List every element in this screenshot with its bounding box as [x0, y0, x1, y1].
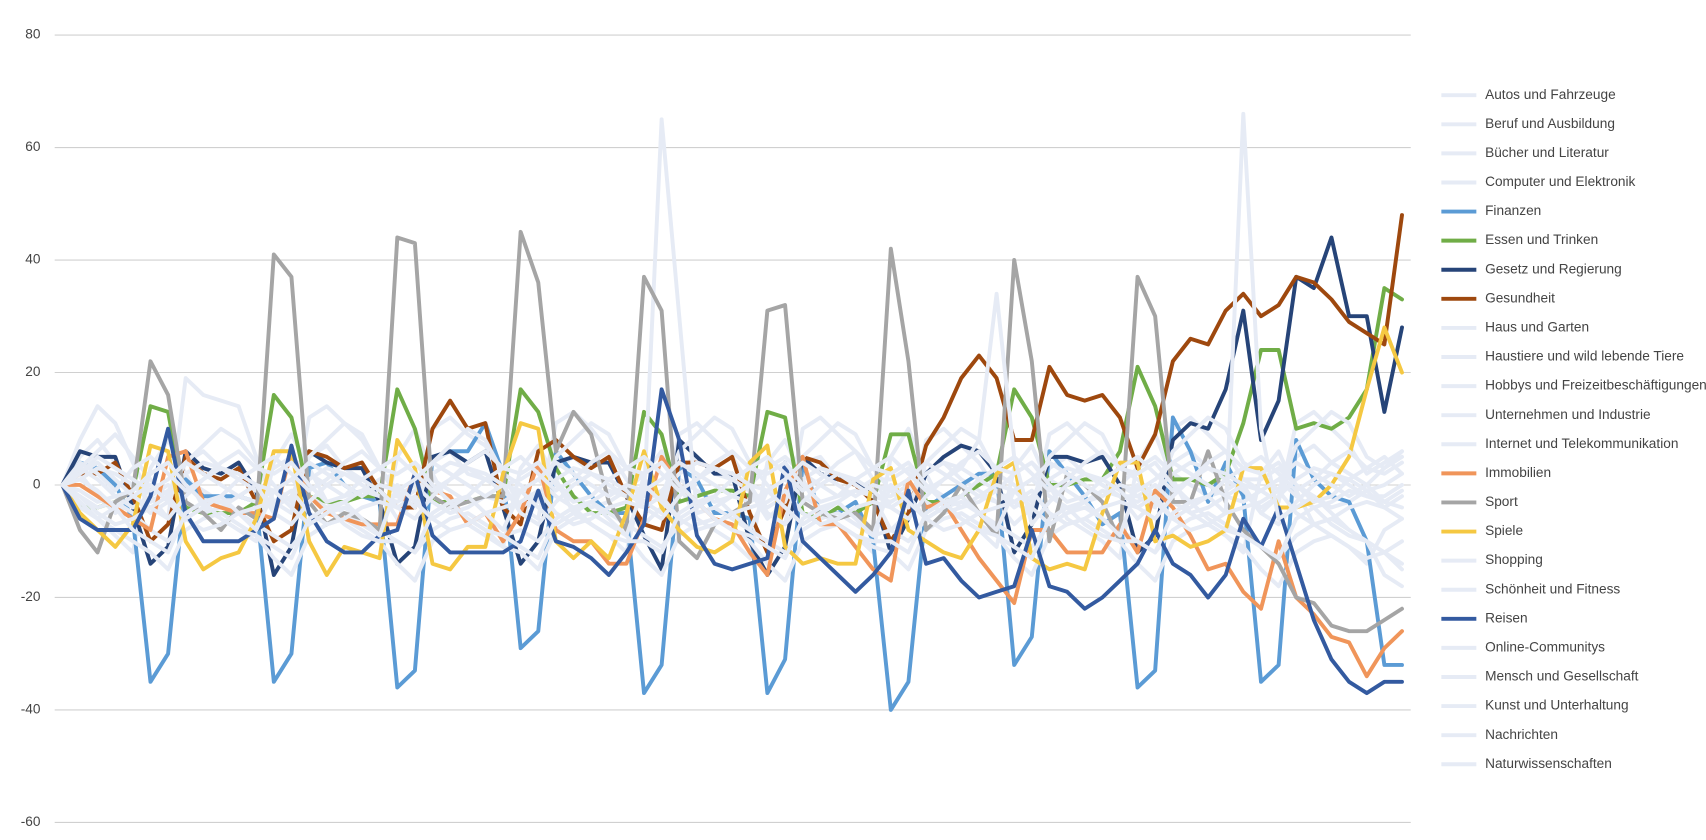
- legend-label: Beruf und Ausbildung: [1485, 116, 1615, 131]
- legend-label: Hobbys und Freizeitbeschäftigungen: [1485, 378, 1706, 393]
- y-tick-label: 60: [25, 139, 41, 154]
- legend-label: Haustiere und wild lebende Tiere: [1485, 349, 1684, 364]
- series-line: [60, 213, 1404, 555]
- series-line: [60, 325, 1404, 577]
- series-line: [60, 454, 1404, 499]
- y-tick-label: 0: [33, 477, 41, 492]
- y-tick-label: -40: [21, 702, 41, 717]
- legend-label: Bücher und Literatur: [1485, 145, 1609, 160]
- legend-label: Reisen: [1485, 610, 1528, 625]
- legend-label: Internet und Telekommunikation: [1485, 436, 1678, 451]
- series-line: [60, 286, 1404, 521]
- legend-label: Mensch und Gesellschaft: [1485, 669, 1639, 684]
- y-tick-label: -60: [21, 814, 41, 829]
- y-tick-label: -20: [21, 589, 41, 604]
- legend-label: Gesundheit: [1485, 290, 1555, 305]
- legend-label: Essen und Trinken: [1485, 232, 1598, 247]
- legend-label: Sport: [1485, 494, 1518, 509]
- series-line: [60, 482, 1404, 566]
- y-tick-label: 80: [25, 27, 41, 42]
- legend-label: Kunst und Unterhaltung: [1485, 698, 1629, 713]
- series-line: [60, 449, 1404, 493]
- legend-label: Schönheit und Fitness: [1485, 581, 1620, 596]
- y-tick-label: 40: [25, 252, 41, 267]
- legend-label: Autos und Fahrzeuge: [1485, 87, 1616, 102]
- legend-label: Immobilien: [1485, 465, 1551, 480]
- legend-label: Naturwissenschaften: [1485, 756, 1612, 771]
- legend-label: Computer und Elektronik: [1485, 174, 1635, 189]
- series-line: [60, 111, 1404, 572]
- legend-label: Haus und Garten: [1485, 320, 1589, 335]
- y-tick-label: 20: [25, 364, 41, 379]
- legend-label: Online-Communitys: [1485, 640, 1605, 655]
- legend-label: Shopping: [1485, 552, 1543, 567]
- legend-label: Unternehmen und Industrie: [1485, 407, 1651, 422]
- legend-label: Nachrichten: [1485, 727, 1558, 742]
- legend-label: Gesetz und Regierung: [1485, 261, 1622, 276]
- legend-label: Spiele: [1485, 523, 1523, 538]
- series-line: [60, 482, 1404, 589]
- legend-label: Finanzen: [1485, 203, 1541, 218]
